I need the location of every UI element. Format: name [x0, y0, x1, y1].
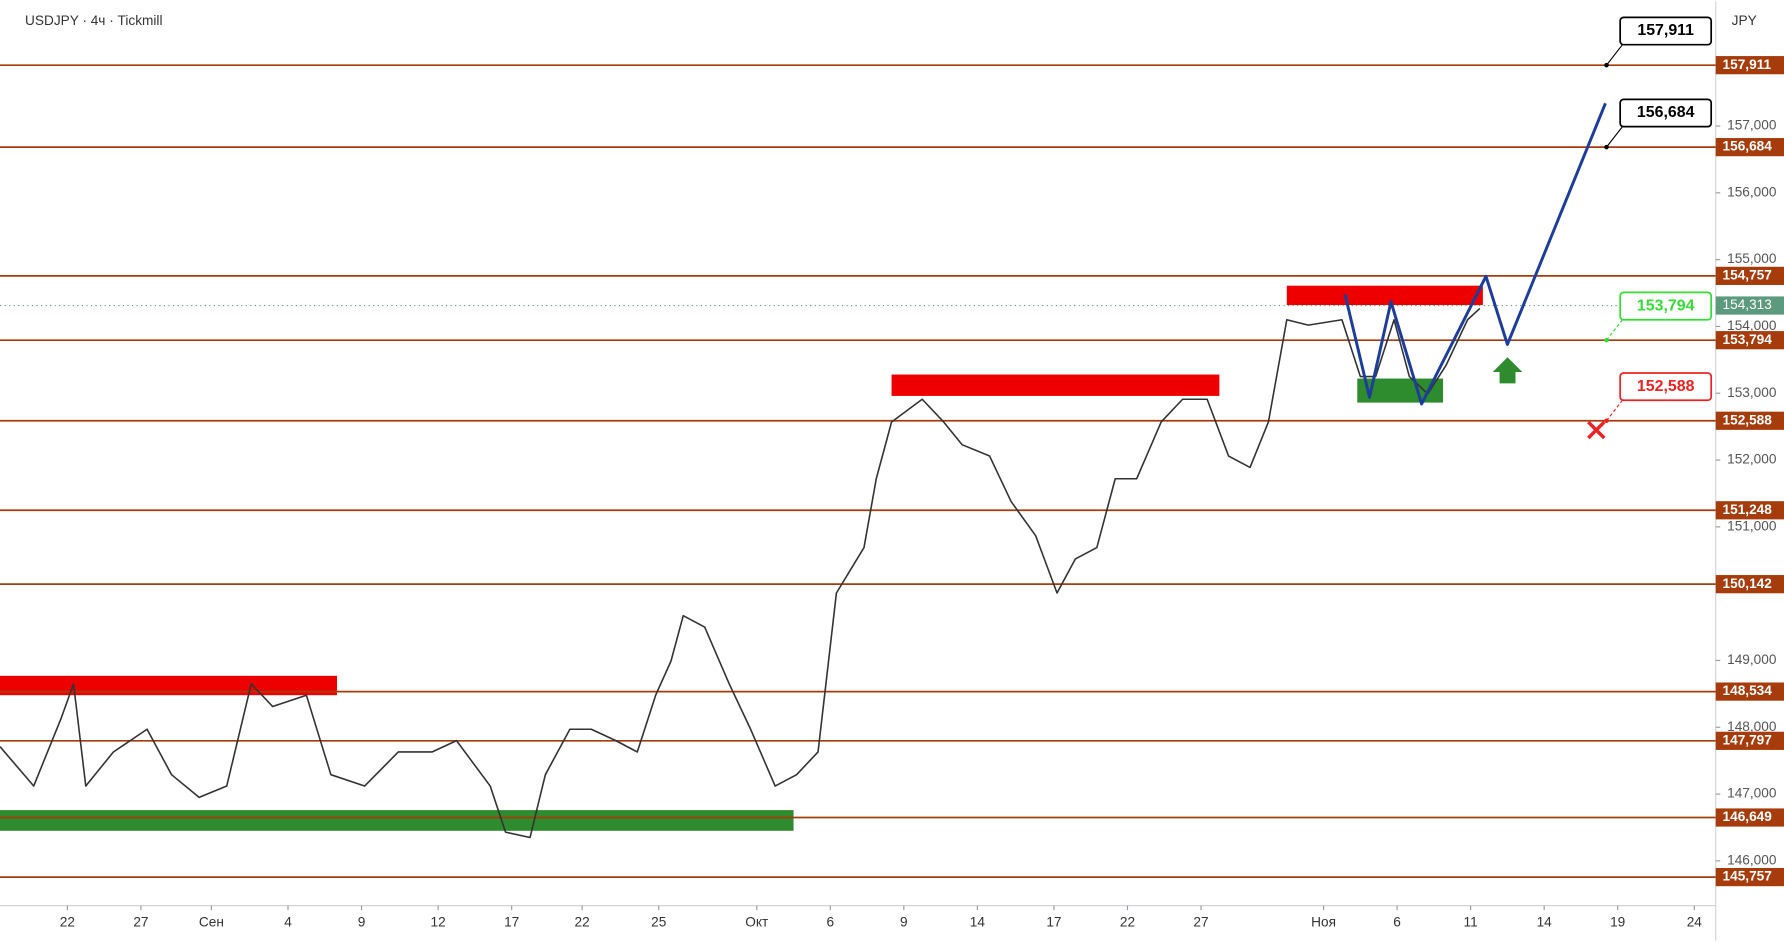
x-tick-label: 25: [651, 914, 667, 929]
y-tick-label: 153,000: [1727, 385, 1777, 400]
level-label-box: [1715, 731, 1784, 750]
level-label: 145,757: [1723, 869, 1772, 884]
price-line: [1343, 102, 1607, 406]
callout-label: 156,684: [1637, 104, 1695, 121]
y-tick-label: 152,000: [1727, 452, 1777, 467]
callout-box: [1619, 291, 1713, 321]
x-tick-label: 27: [133, 914, 148, 929]
level-label: 156,684: [1723, 139, 1773, 154]
x-tick-label: 27: [1193, 914, 1208, 929]
y-tick-label: 155,000: [1727, 251, 1777, 266]
x-tick-label: 22: [60, 914, 75, 929]
buy-arrow: [1492, 357, 1523, 384]
currency: JPY: [1732, 13, 1757, 28]
callout-label: 153,794: [1637, 297, 1695, 314]
level-label-box: [1715, 575, 1784, 594]
x-tick-label: Сен: [199, 914, 224, 929]
chart-title: USDJPY · 4ч · Tickmill: [25, 13, 162, 28]
level-label: 152,588: [1723, 412, 1773, 427]
level-label-box: [1715, 411, 1784, 430]
x-tick-label: 22: [1120, 914, 1135, 929]
callout-label: 157,911: [1637, 22, 1694, 39]
level-label-box: [1715, 808, 1784, 827]
callout-pointer: [1606, 44, 1623, 66]
y-tick-label: 148,000: [1727, 719, 1777, 734]
level-label-box: [1715, 867, 1784, 887]
level-label: 153,794: [1723, 332, 1773, 347]
level-label-box: [1715, 331, 1784, 350]
y-tick-label: 157,000: [1727, 118, 1777, 133]
callout-pointer: [1606, 399, 1623, 422]
y-tick-label: 154,000: [1727, 318, 1777, 333]
x-tick-label: 24: [1687, 914, 1703, 929]
zone: [1286, 285, 1483, 306]
x-tick-label: 14: [970, 914, 986, 929]
callout-pointer: [1606, 319, 1623, 341]
x-tick-label: 14: [1537, 914, 1553, 929]
level-label: 154,757: [1723, 267, 1772, 282]
x-tick-label: 9: [358, 914, 366, 929]
x-tick-label: 19: [1610, 914, 1625, 929]
callout-box: [1619, 98, 1713, 128]
level-label: 157,911: [1723, 57, 1772, 72]
x-tick-label: 17: [1046, 914, 1061, 929]
level-label-box: [1715, 682, 1784, 701]
level-label: 148,534: [1723, 683, 1773, 698]
level-label-box: [1715, 501, 1784, 520]
current-price-label: 154,313: [1723, 297, 1772, 312]
y-tick-label: 146,000: [1727, 852, 1777, 867]
x-tick-label: 6: [1393, 914, 1401, 929]
current-price-box: [1715, 296, 1784, 315]
x-tick-label: Ноя: [1311, 914, 1336, 929]
y-tick-label: 147,000: [1727, 786, 1777, 801]
x-tick-label: 6: [826, 914, 834, 929]
callout-pointer: [1606, 126, 1623, 148]
zone: [0, 810, 794, 831]
x-tick-label: 17: [504, 914, 519, 929]
stop-mark: [1587, 420, 1606, 440]
x-tick-label: 22: [575, 914, 590, 929]
series: [0, 102, 1607, 839]
level-label-box: [1715, 266, 1784, 285]
zone: [0, 675, 338, 696]
level-label-box: [1715, 56, 1784, 75]
callout-box: [1619, 372, 1713, 402]
levels: [0, 64, 1716, 878]
x-tick-label: 12: [431, 914, 446, 929]
x-tick-label: 11: [1464, 914, 1478, 929]
y-tick-label: 156,000: [1727, 184, 1777, 199]
callouts: 157,911 156,684 153,794 152,588: [1604, 16, 1713, 424]
y-tick-label: 149,000: [1727, 652, 1777, 667]
callout-box: [1619, 16, 1713, 46]
zone: [891, 374, 1220, 396]
axes: 157,000 156,000 155,000 154,000 153,000 152,0…: [60, 56, 1784, 929]
x-tick-label: Окт: [745, 914, 769, 929]
y-tick-label: 151,000: [1727, 518, 1777, 533]
level-label: 150,142: [1723, 576, 1773, 591]
level-label: 151,248: [1723, 502, 1773, 517]
level-label: 146,649: [1723, 809, 1773, 824]
x-tick-label: 4: [284, 914, 292, 929]
level-label: 147,797: [1723, 732, 1772, 747]
level-label-box: [1715, 138, 1784, 157]
callout-label: 152,588: [1637, 378, 1695, 395]
x-tick-label: 9: [900, 914, 908, 929]
price-line: [0, 307, 1481, 839]
